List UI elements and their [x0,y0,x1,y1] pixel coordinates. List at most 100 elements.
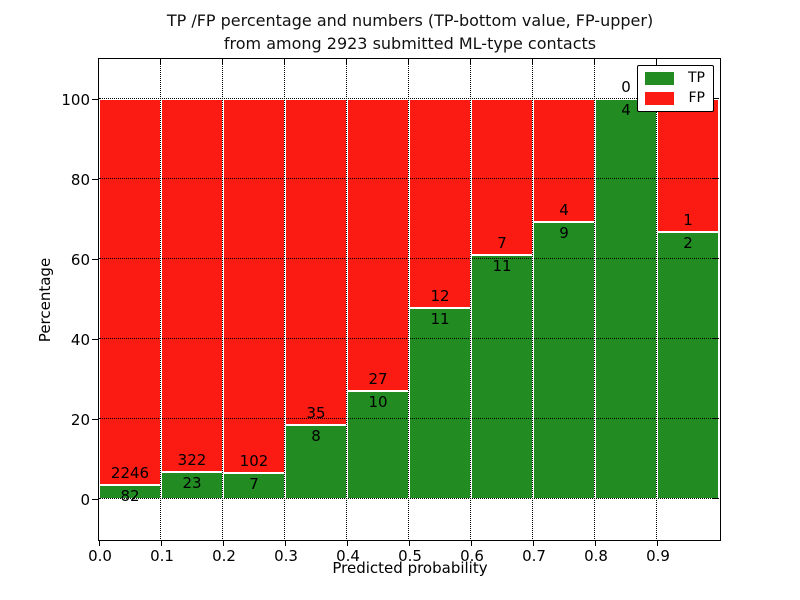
y-tick-mark [92,339,98,341]
fp-bar-segment [533,99,595,223]
x-tick-top [222,59,224,65]
tp-count-label: 7 [249,475,259,494]
y-gridline [99,258,719,260]
x-tick-mark [285,541,287,546]
y-tick-mark [92,179,98,181]
fp-count-label: 322 [177,451,207,470]
y-tick-label: 0 [80,491,90,509]
legend: TP FP [637,65,714,112]
x-tick-mark [409,541,411,546]
x-gridline [222,59,224,539]
x-tick-top [594,59,596,65]
y-gridline [99,498,719,500]
fp-legend-swatch [645,92,674,105]
y-tick-right [713,258,719,260]
tp-count-label: 11 [430,309,450,328]
tp-count-label: 11 [492,256,512,275]
tp-count-label: 9 [559,224,569,243]
x-tick-label: 0.7 [522,547,546,565]
tp-bar-segment [347,390,409,499]
fp-legend-label: FP [688,90,706,106]
fp-bar-segment [657,99,719,233]
x-gridline [346,59,348,539]
fp-count-label: 4 [559,201,569,220]
x-tick-top [656,59,658,65]
y-tick-mark [92,419,98,421]
fp-bar-segment [409,99,471,308]
x-tick-mark [471,541,473,546]
bars-layer [99,59,719,539]
y-gridline [99,418,719,420]
x-tick-mark [99,541,101,546]
y-tick-label: 40 [70,331,90,349]
y-tick-right [713,338,719,340]
chart-title: TP /FP percentage and numbers (TP-bottom… [100,9,720,55]
tp-count-label: 23 [182,474,202,493]
x-gridline [656,59,658,539]
tp-legend-swatch [645,72,674,85]
fp-bar-segment [471,99,533,255]
tp-legend-label: TP [688,70,705,86]
fp-count-label: 35 [306,403,326,422]
x-tick-label: 0.4 [336,547,360,565]
y-tick-right [713,178,719,180]
tp-bar-segment [223,473,285,499]
y-tick-label: 20 [70,411,90,429]
y-tick-right [713,498,719,500]
x-gridline [160,59,162,539]
x-tick-label: 0.0 [88,547,112,565]
fp-count-label: 1 [683,211,693,230]
y-gridline [99,98,719,100]
tp-count-label: 2 [683,234,693,253]
fp-count-label: 102 [239,452,269,471]
y-tick-mark [92,499,98,501]
y-tick-label: 60 [70,251,90,269]
y-tick-mark [92,259,98,261]
x-tick-label: 0.1 [150,547,174,565]
fp-count-label: 7 [497,233,507,252]
x-gridline [532,59,534,539]
x-tick-top [470,59,472,65]
y-gridline [99,338,719,340]
x-axis-label: Predicted probability [332,559,488,577]
x-tick-label: 0.3 [274,547,298,565]
x-tick-label: 0.6 [460,547,484,565]
tp-count-label: 4 [621,101,631,119]
fp-count-label: 12 [430,286,450,305]
y-tick-mark [92,99,98,101]
x-gridline [470,59,472,539]
x-tick-mark [533,541,535,546]
x-tick-top [346,59,348,65]
fp-count-label: 0 [621,78,631,96]
fp-bar-segment [161,99,223,473]
tp-count-label: 82 [120,486,140,505]
x-tick-top [284,59,286,65]
x-tick-label: 0.5 [398,547,422,565]
tp-bar-segment [595,99,657,499]
y-tick-label: 80 [70,171,90,189]
fp-bar-segment [223,99,285,474]
x-tick-mark [223,541,225,546]
x-tick-mark [595,541,597,546]
tp-bar-segment [533,222,595,499]
legend-item-tp: TP [645,71,705,86]
annotations-layer: 2246 82 322 23 102 7 35 8 27 10 12 11 7 11 4 9 0 4 1 2 [99,59,719,539]
x-tick-mark [161,541,163,546]
fp-count-label: 27 [368,369,388,388]
x-tick-top [160,59,162,65]
plot-area: 2246 82 322 23 102 7 35 8 27 10 12 11 7 11 4 9 0 4 1 2 TP F… [98,58,721,541]
x-gridline [408,59,410,539]
grid-layer [99,59,719,539]
x-tick-top [532,59,534,65]
x-gridline [284,59,286,539]
x-tick-mark [347,541,349,546]
x-tick-mark [657,541,659,546]
tp-count-label: 8 [311,426,321,445]
tp-bar-segment [471,254,533,499]
y-tick-label: 100 [61,91,90,109]
y-tick-right [713,98,719,100]
legend-item-fp: FP [645,91,705,106]
tp-bar-segment [409,307,471,499]
x-tick-label: 0.2 [212,547,236,565]
tp-bar-segment [657,232,719,499]
